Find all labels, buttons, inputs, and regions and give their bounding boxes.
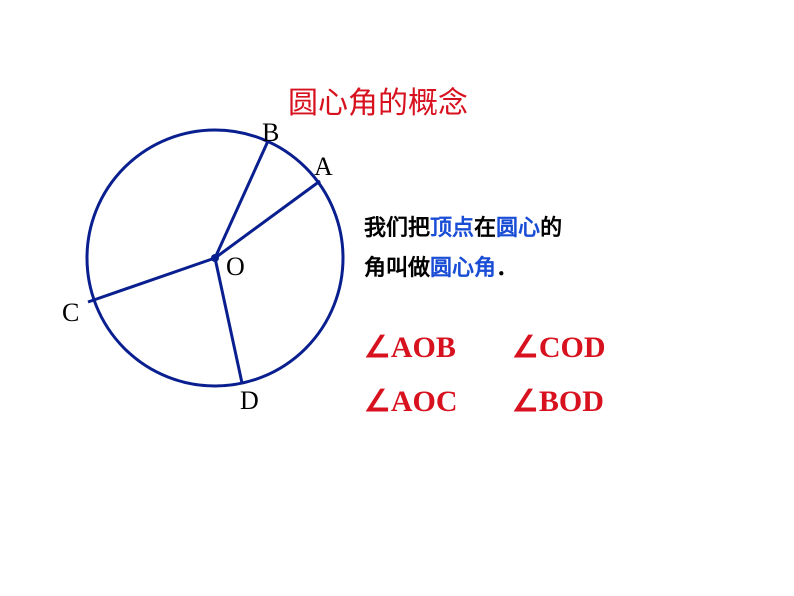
def-part: 在 [474, 215, 496, 240]
def-part: 圆心 [496, 215, 540, 240]
definition-text: 我们把顶点在圆心的 角叫做圆心角． [364, 208, 562, 287]
def-part: 圆心角 [430, 255, 496, 280]
center-dot [211, 254, 219, 262]
label-O: O [226, 252, 245, 282]
def-part: ． [496, 255, 518, 280]
label-A: A [314, 152, 333, 182]
angle-AOB: ∠AOB [364, 330, 456, 365]
radius-line [215, 141, 268, 258]
def-part: 的 [540, 215, 562, 240]
label-D: D [240, 386, 259, 416]
def-part: 角叫做 [364, 255, 430, 280]
def-part: 顶点 [430, 215, 474, 240]
label-B: B [262, 118, 279, 148]
angle-COD: ∠COD [512, 330, 606, 365]
def-part: 我们把 [364, 215, 430, 240]
angle-BOD: ∠BOD [512, 384, 604, 419]
label-C: C [62, 298, 79, 328]
angle-AOC: ∠AOC [364, 384, 458, 419]
definition-line2: 角叫做圆心角． [364, 248, 562, 288]
radius-line [215, 181, 320, 258]
definition-line1: 我们把顶点在圆心的 [364, 208, 562, 248]
radius-line [88, 258, 215, 302]
